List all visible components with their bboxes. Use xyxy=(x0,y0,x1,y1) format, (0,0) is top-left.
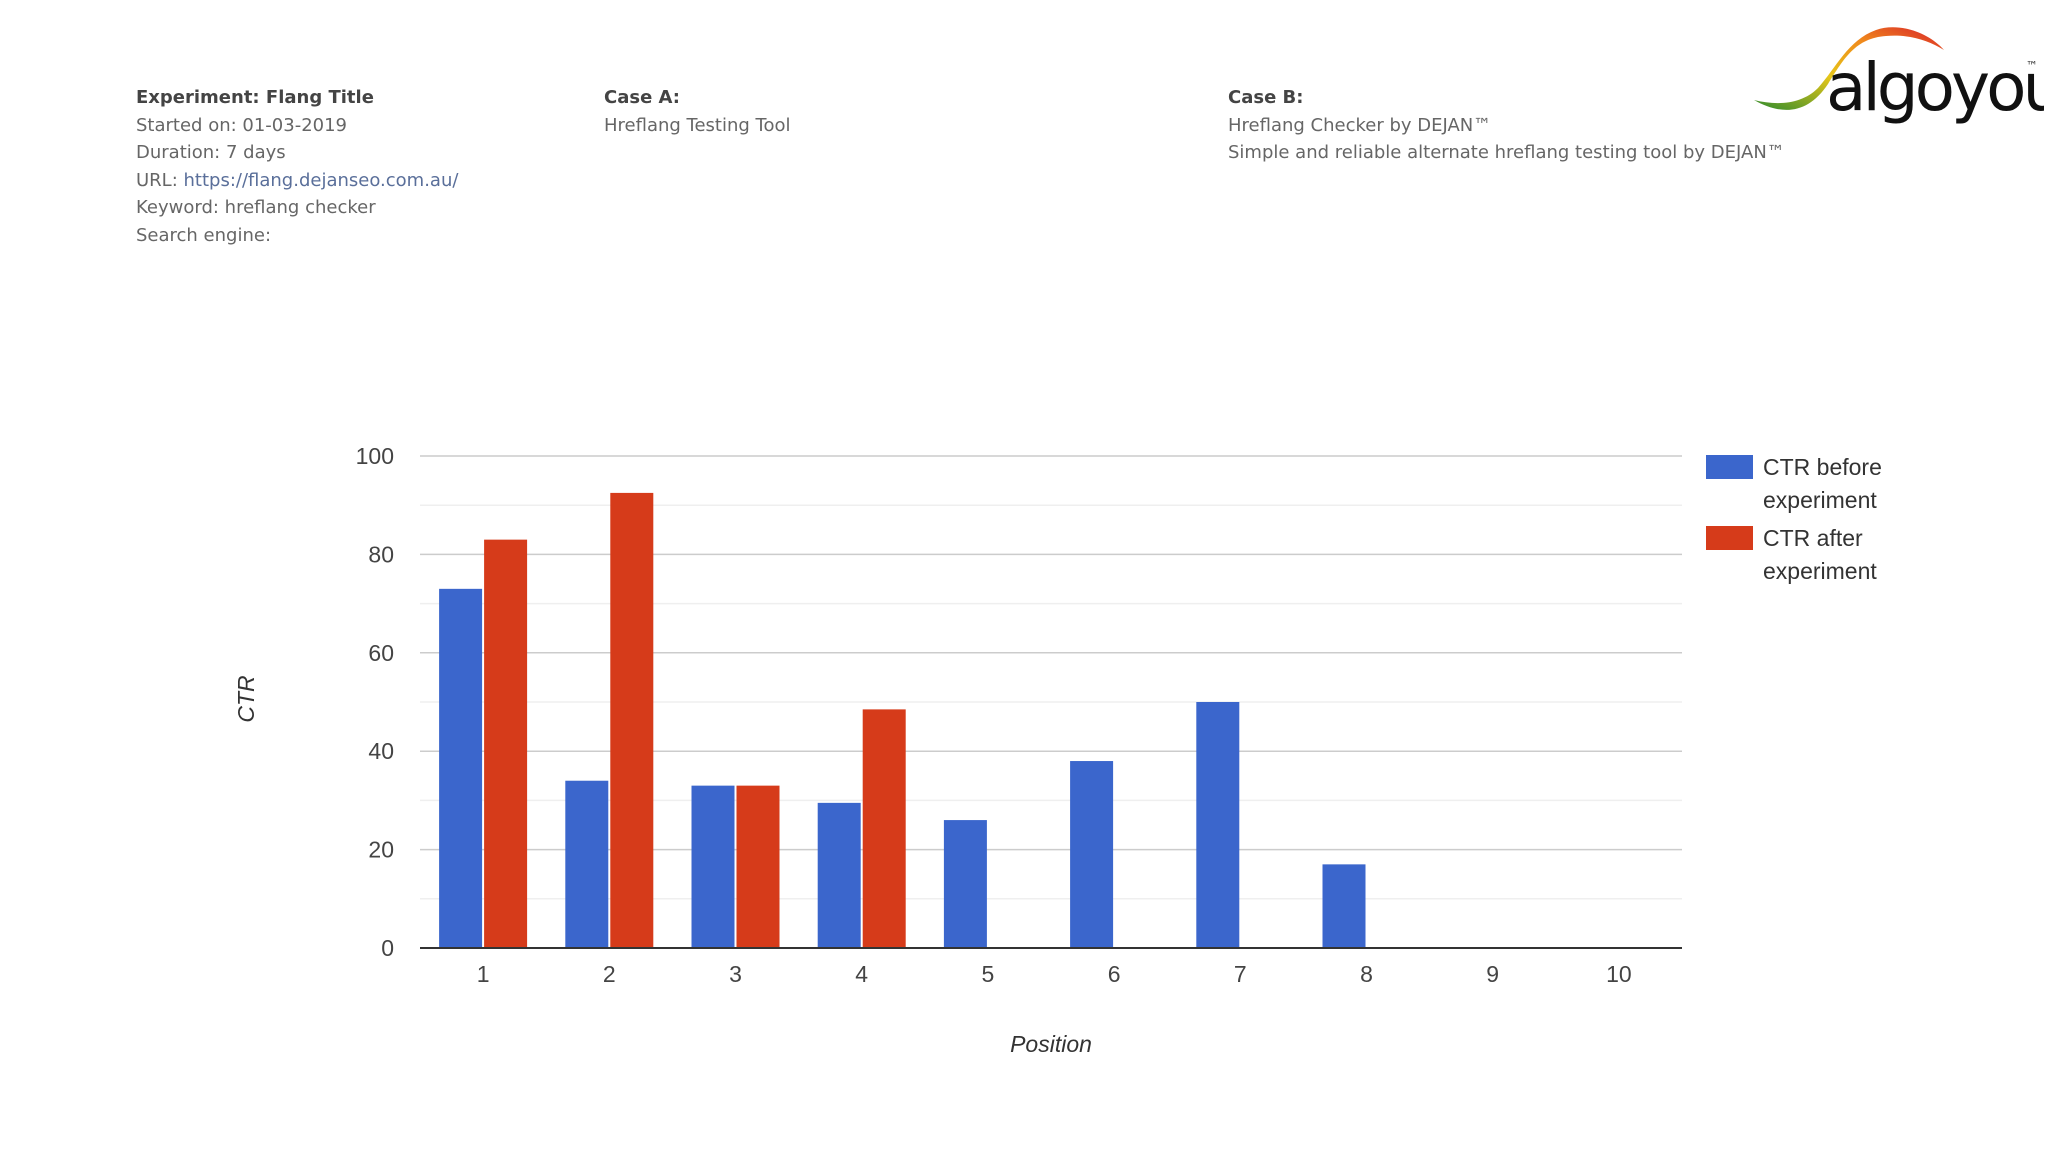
algoyou-logo: algoyou ™ xyxy=(1754,27,2044,126)
bar-after-pos-2 xyxy=(610,492,654,948)
x-tick-label: 8 xyxy=(1360,961,1373,987)
legend-label-after: experiment xyxy=(1763,558,1877,584)
x-tick-label: 1 xyxy=(477,961,490,987)
chart-axes: 0 20 40 60 80 100 1 2 3 4 5 6 7 8 9 10 xyxy=(356,443,1682,987)
experiment-duration: Duration: 7 days xyxy=(136,142,286,163)
bar-after-pos-4 xyxy=(862,709,906,948)
bar-before-pos-6 xyxy=(1070,761,1114,948)
case-a-heading: Case A: xyxy=(604,87,681,108)
x-tick-label: 3 xyxy=(729,961,742,987)
experiment-started: Started on: 01-03-2019 xyxy=(136,114,348,136)
chart-gridlines xyxy=(420,455,1682,900)
x-tick-label: 4 xyxy=(855,961,868,987)
bar-before-pos-2 xyxy=(565,780,609,948)
x-tick-label: 5 xyxy=(982,961,995,987)
x-tick-label: 9 xyxy=(1486,961,1499,987)
bar-before-pos-4 xyxy=(817,802,861,948)
chart-bars xyxy=(439,492,1366,948)
legend-label-after: CTR after xyxy=(1763,525,1863,551)
logo-tm: ™ xyxy=(2026,59,2038,73)
x-tick-label: 10 xyxy=(1606,961,1632,987)
experiment-keyword: Keyword: hreflang checker xyxy=(136,197,376,218)
bar-after-pos-3 xyxy=(736,785,780,948)
x-tick-label: 7 xyxy=(1234,961,1247,987)
legend-label-before: experiment xyxy=(1763,487,1877,513)
legend-swatch-after xyxy=(1706,526,1753,550)
experiment-search-engine: Search engine: xyxy=(136,224,272,246)
case-a-title: Hreflang Testing Tool xyxy=(604,114,791,136)
url-label: URL: xyxy=(136,169,184,191)
x-axis-title: Position xyxy=(1010,1031,1092,1057)
chart-legend: CTR before experiment CTR after experiment xyxy=(1706,454,1882,584)
case-b-description: Simple and reliable alternate hreflang t… xyxy=(1228,142,1785,163)
bar-before-pos-3 xyxy=(691,785,735,948)
y-tick-label: 60 xyxy=(368,640,394,666)
bar-before-pos-5 xyxy=(943,820,987,948)
bar-after-pos-1 xyxy=(484,539,528,948)
case-a-info: Case A: Hreflang Testing Tool xyxy=(604,84,791,139)
bar-before-pos-1 xyxy=(439,588,483,948)
case-b-info: Case B: Hreflang Checker by DEJAN™ Simpl… xyxy=(1228,84,1785,167)
logo-swoosh xyxy=(1754,27,1944,110)
logo-text: algoyou xyxy=(1826,49,2044,126)
y-tick-label: 80 xyxy=(368,541,394,567)
y-tick-label: 40 xyxy=(368,738,394,764)
legend-swatch-before xyxy=(1706,455,1753,479)
y-axis-title: CTR xyxy=(233,675,259,722)
experiment-title: Experiment: Flang Title xyxy=(136,87,374,108)
experiment-url: URL: https://flang.dejanseo.com.au/ xyxy=(136,167,458,195)
x-tick-label: 2 xyxy=(603,961,616,987)
bar-before-pos-7 xyxy=(1196,702,1240,948)
bar-before-pos-8 xyxy=(1322,864,1366,948)
y-tick-label: 0 xyxy=(381,935,394,961)
case-b-title: Hreflang Checker by DEJAN™ xyxy=(1228,114,1492,136)
experiment-url-link[interactable]: https://flang.dejanseo.com.au/ xyxy=(183,169,459,191)
y-tick-label: 20 xyxy=(368,837,394,863)
case-b-heading: Case B: xyxy=(1228,87,1304,108)
x-tick-label: 6 xyxy=(1108,961,1121,987)
experiment-info: Experiment: Flang Title Started on: 01-0… xyxy=(136,84,458,249)
y-tick-label: 100 xyxy=(356,443,394,469)
legend-label-before: CTR before xyxy=(1763,454,1882,480)
